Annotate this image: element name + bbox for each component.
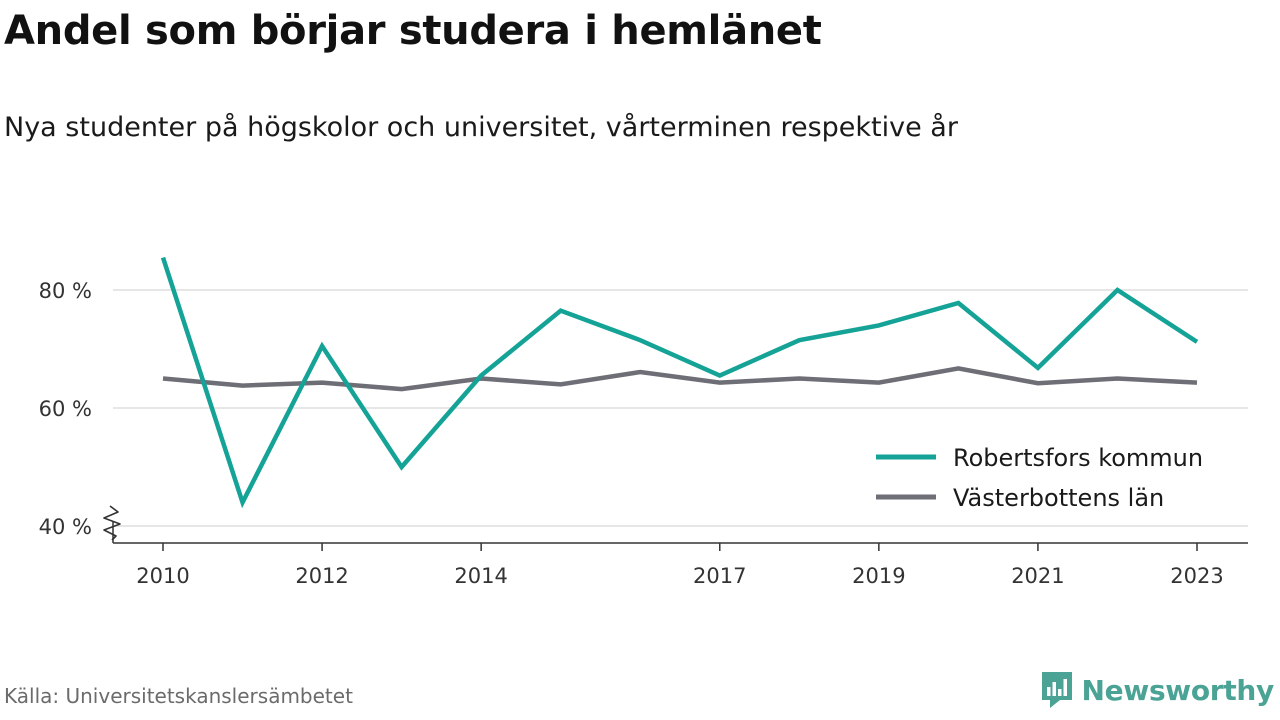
legend-label-1: Robertsfors kommun — [953, 444, 1203, 472]
series-line-1 — [160, 256, 1199, 509]
x-tick-label-2012: 2012 — [295, 564, 348, 588]
brand-logo: Newsworthy — [1040, 670, 1274, 710]
brand-name: Newsworthy — [1081, 673, 1275, 707]
x-tick-label-2017: 2017 — [693, 564, 746, 588]
legend-label-2: Västerbottens län — [953, 484, 1164, 512]
chart-title: Andel som börjar studera i hemlänet — [4, 8, 822, 54]
x-tick-label-2021: 2021 — [1011, 564, 1064, 588]
y-tick-label-80: 80 % — [39, 279, 92, 303]
newsworthy-logo-icon — [1041, 672, 1072, 708]
y-axis-break-icon — [103, 505, 121, 541]
y-tick-label-40: 40 % — [39, 515, 92, 539]
series-line-2 — [162, 366, 1198, 392]
chart-subtitle: Nya studenter på högskolor och universit… — [4, 112, 958, 143]
y-tick-label-60: 60 % — [39, 397, 92, 421]
x-tick-label-2019: 2019 — [852, 564, 905, 588]
x-tick-label-2014: 2014 — [454, 564, 507, 588]
x-tick-label-2023: 2023 — [1170, 564, 1223, 588]
x-tick-label-2010: 2010 — [136, 564, 189, 588]
source-note: Källa: Universitetskanslersämbetet — [4, 684, 353, 708]
